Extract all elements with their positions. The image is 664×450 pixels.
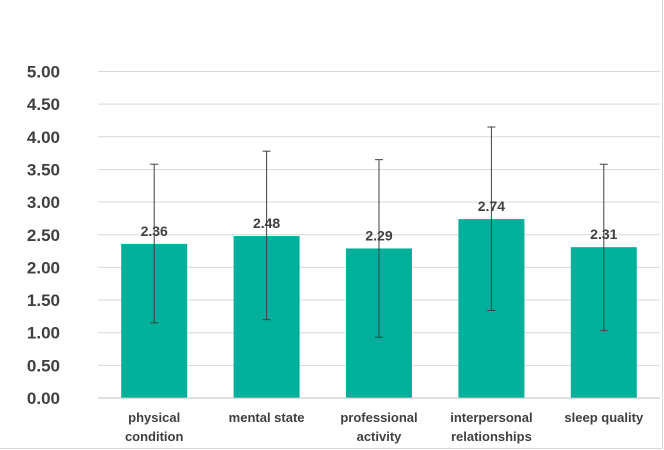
y-tick-label: 5.00 [27,63,60,82]
error-bars [150,126,608,338]
data-label: 2.31 [590,226,617,242]
y-tick-label: 0.50 [27,356,60,375]
x-category-label: professional [340,410,417,425]
x-category-label: interpersonal [450,410,532,425]
data-labels: 2.36 2.48 2.29 2.74 2.31 [141,198,618,243]
x-axis-categories: physical condition mental state professiona… [125,410,644,444]
y-tick-label: 1.00 [27,324,60,343]
x-category-label: physical [128,410,180,425]
y-axis-ticks: 0.00 0.50 1.00 1.50 2.00 2.50 3.00 3.50 4.00 4.50… [27,63,60,409]
y-tick-label: 2.50 [27,226,60,245]
bars [121,219,637,398]
x-category-label: relationships [451,429,532,444]
x-category-label: condition [125,429,184,444]
y-tick-label: 2.00 [27,258,60,277]
y-tick-label: 4.50 [27,95,60,114]
x-category-label: sleep quality [564,410,644,425]
data-label: 2.48 [253,215,280,231]
x-category-label: activity [357,429,403,444]
y-tick-label: 3.00 [27,193,60,212]
y-tick-label: 3.50 [27,160,60,179]
data-label: 2.29 [365,227,392,243]
y-tick-label: 1.50 [27,291,60,310]
data-label: 2.36 [141,223,168,239]
data-label: 2.74 [478,198,505,214]
x-category-label: mental state [229,410,305,425]
y-tick-label: 4.00 [27,128,60,147]
y-tick-label: 0.00 [27,389,60,408]
